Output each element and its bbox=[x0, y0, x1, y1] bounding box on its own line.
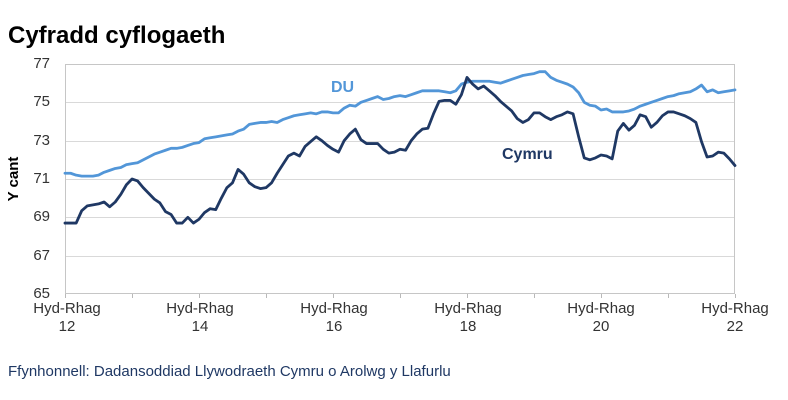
x-axis-ticks bbox=[65, 294, 736, 299]
y-tick-67: 67 bbox=[33, 247, 50, 264]
y-tick-73: 73 bbox=[33, 132, 50, 149]
y-tick-65: 65 bbox=[33, 285, 50, 302]
chart-title: Cyfradd cyflogaeth bbox=[8, 22, 226, 50]
du-series-line bbox=[63, 70, 737, 178]
x-axis-tick bbox=[199, 294, 200, 298]
y-tick-75: 75 bbox=[33, 93, 50, 110]
x-tick-hyd-rhag-12: Hyd-Rhag 12 bbox=[33, 300, 101, 335]
x-axis-tick bbox=[735, 294, 736, 298]
x-tick-hyd-rhag-16: Hyd-Rhag 16 bbox=[300, 300, 368, 335]
gridline-69 bbox=[66, 217, 734, 218]
x-axis-tick bbox=[601, 294, 602, 298]
cymru-series-label: Cymru bbox=[502, 146, 553, 163]
cymru-series-line bbox=[63, 76, 737, 225]
x-axis-tick bbox=[266, 294, 267, 298]
gridline-73 bbox=[66, 141, 734, 142]
du-series-label: DU bbox=[331, 79, 355, 96]
x-axis-tick bbox=[132, 294, 133, 298]
x-tick-hyd-rhag-14: Hyd-Rhag 14 bbox=[166, 300, 234, 335]
y-tick-71: 71 bbox=[33, 170, 50, 187]
x-tick-hyd-rhag-20: Hyd-Rhag 20 bbox=[567, 300, 635, 335]
source-note: Ffynhonnell: Dadansoddiad Llywodraeth Cy… bbox=[8, 363, 451, 380]
series-plot bbox=[63, 70, 737, 225]
x-axis-tick bbox=[467, 294, 468, 298]
y-tick-69: 69 bbox=[33, 208, 50, 225]
x-axis-tick bbox=[400, 294, 401, 298]
gridline-67 bbox=[66, 256, 734, 257]
x-axis-tick bbox=[65, 294, 66, 298]
gridline-71 bbox=[66, 179, 734, 180]
y-tick-77: 77 bbox=[33, 55, 50, 72]
x-axis-tick bbox=[534, 294, 535, 298]
x-tick-hyd-rhag-18: Hyd-Rhag 18 bbox=[434, 300, 502, 335]
x-tick-hyd-rhag-22: Hyd-Rhag 22 bbox=[701, 300, 769, 335]
plot-area bbox=[63, 64, 737, 294]
x-axis-tick bbox=[333, 294, 334, 298]
gridline-75 bbox=[66, 102, 734, 103]
x-axis-tick bbox=[668, 294, 669, 298]
